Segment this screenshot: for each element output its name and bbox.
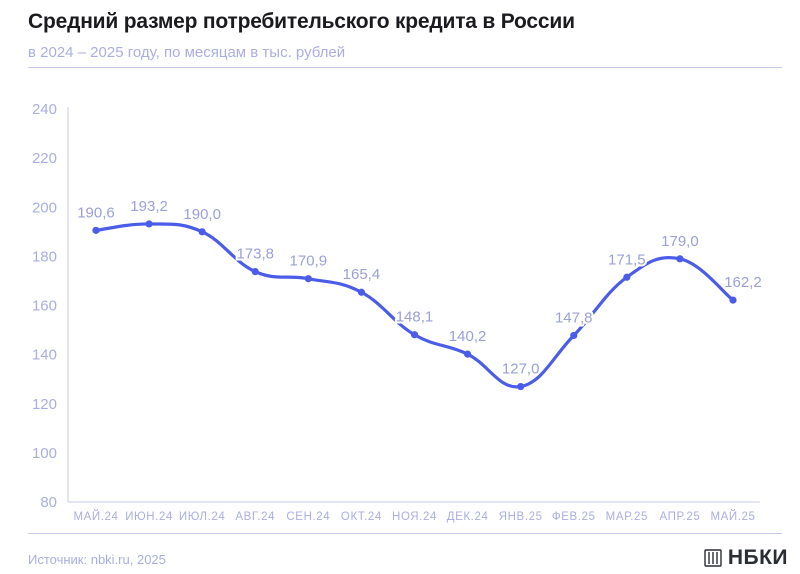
y-tick-label: 240 [32, 101, 57, 118]
x-tick-label: АВГ.24 [235, 511, 275, 523]
x-tick-label: ЯНВ.25 [499, 511, 543, 523]
data-point [92, 226, 100, 234]
x-tick-label: МАЙ.24 [73, 510, 118, 523]
x-tick-label: СЕН.24 [286, 511, 330, 523]
data-label: 170,9 [290, 253, 328, 270]
data-label: 190,0 [183, 206, 221, 223]
data-label: 147,8 [555, 309, 593, 326]
data-point [570, 331, 578, 340]
y-tick-label: 200 [32, 199, 57, 216]
data-label: 127,0 [502, 361, 540, 378]
brand-name: НБКИ [727, 546, 788, 569]
series-line [94, 222, 735, 389]
chart-axes: 80 100 120 140 160 180 200 220 240 МАЙ.24 ИЮН.24 ИЮ… [32, 101, 760, 523]
data-point [729, 296, 737, 304]
data-label-layer: 190,6 193,2 190,0 173,8 170,9 165,4 148,1 140,2… [75, 196, 764, 380]
data-point [623, 273, 631, 281]
data-label: 148,1 [396, 309, 434, 326]
header-divider [28, 67, 782, 68]
data-point [463, 350, 472, 358]
data-label: 165,4 [343, 266, 381, 283]
brand-logo: НБКИ [704, 546, 788, 570]
series-line-layer [94, 222, 735, 389]
x-tick-label: АПР.25 [659, 511, 700, 523]
data-label: 140,2 [449, 328, 487, 345]
data-point-layer [92, 220, 737, 391]
x-tick-label: МАЙ.25 [710, 510, 755, 523]
x-tick-label: ИЮН.24 [125, 511, 173, 523]
y-tick-label: 100 [32, 445, 57, 462]
data-point [410, 331, 419, 339]
x-tick-label: НОЯ.24 [392, 511, 437, 523]
chart-subtitle: в 2024 – 2025 году, по месяцам в тыс. ру… [28, 44, 346, 61]
data-label: 171,5 [608, 251, 646, 268]
data-label: 162,2 [724, 274, 762, 291]
y-tick-label: 180 [32, 248, 57, 265]
x-tick-label: ФЕВ.25 [552, 511, 596, 523]
bki-logo-icon [704, 549, 722, 567]
source-note: Источник: nbki.ru, 2025 [28, 552, 166, 567]
y-tick-label: 160 [32, 298, 57, 315]
data-point [251, 268, 259, 276]
data-label: 193,2 [130, 198, 168, 215]
x-tick-label: МАР.25 [606, 511, 648, 523]
data-point [357, 288, 366, 296]
chart-title: Средний размер потребительского кредита … [28, 10, 575, 33]
x-tick-label: ИЮЛ.24 [179, 511, 226, 523]
footer-divider [28, 533, 782, 534]
data-point [517, 382, 525, 391]
x-tick-label: ОКТ.24 [341, 511, 382, 523]
y-tick-label: 140 [32, 347, 57, 364]
data-point [145, 220, 153, 228]
y-tick-label: 220 [32, 150, 57, 167]
data-label: 179,0 [661, 233, 699, 250]
data-label: 173,8 [236, 246, 274, 263]
y-tick-label: 120 [32, 396, 57, 413]
data-point [676, 255, 684, 263]
data-point [304, 275, 312, 283]
x-tick-label: ДЕК.24 [447, 511, 489, 523]
data-label: 190,6 [77, 204, 115, 221]
y-tick-label: 80 [40, 494, 57, 511]
data-point [198, 228, 206, 236]
